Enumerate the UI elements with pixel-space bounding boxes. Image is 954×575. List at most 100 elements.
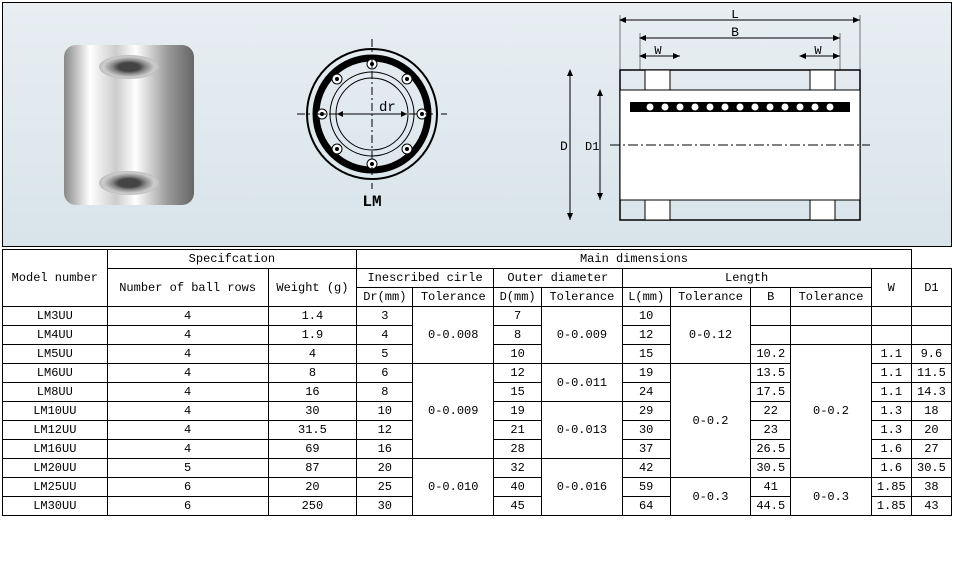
D: 15 (494, 383, 542, 402)
weight: 69 (268, 440, 356, 459)
hdr-B: B (751, 288, 791, 307)
B-tol: 0-0.2 (791, 345, 871, 478)
W: 1.1 (871, 383, 911, 402)
B: 22 (751, 402, 791, 421)
hdr-D1: D1 (911, 269, 951, 307)
ballrows: 6 (107, 478, 268, 497)
weight: 8 (268, 364, 356, 383)
model-LM3UU: LM3UU (3, 307, 108, 326)
model-LM25UU: LM25UU (3, 478, 108, 497)
W (871, 326, 911, 345)
D1: 43 (911, 497, 951, 516)
lm-label: LM (297, 193, 447, 211)
dr: 20 (357, 459, 413, 478)
hdr-tol3: Tolerance (670, 288, 750, 307)
D: 32 (494, 459, 542, 478)
B: 23 (751, 421, 791, 440)
weight: 250 (268, 497, 356, 516)
D1: 11.5 (911, 364, 951, 383)
D: 8 (494, 326, 542, 345)
weight: 1.4 (268, 307, 356, 326)
W: 1.6 (871, 440, 911, 459)
ballrows: 4 (107, 383, 268, 402)
L: 19 (622, 364, 670, 383)
hdr-W: W (871, 269, 911, 307)
bearing-3d-render (64, 45, 194, 205)
model-LM5UU: LM5UU (3, 345, 108, 364)
model-LM4UU: LM4UU (3, 326, 108, 345)
hdr-tol4: Tolerance (791, 288, 871, 307)
model-LM10UU: LM10UU (3, 402, 108, 421)
ballrows: 4 (107, 326, 268, 345)
weight: 16 (268, 383, 356, 402)
model-LM30UU: LM30UU (3, 497, 108, 516)
D1: 38 (911, 478, 951, 497)
dr: 16 (357, 440, 413, 459)
L: 24 (622, 383, 670, 402)
D: 7 (494, 307, 542, 326)
B: 13.5 (751, 364, 791, 383)
W: 1.85 (871, 478, 911, 497)
L: 12 (622, 326, 670, 345)
L: 59 (622, 478, 670, 497)
D: 21 (494, 421, 542, 440)
D1: 27 (911, 440, 951, 459)
L: 10 (622, 307, 670, 326)
model-LM8UU: LM8UU (3, 383, 108, 402)
hdr-L: L(mm) (622, 288, 670, 307)
dr: 5 (357, 345, 413, 364)
dr-tol: 0-0.009 (413, 364, 494, 459)
dr: 4 (357, 326, 413, 345)
B: 10.2 (751, 345, 791, 364)
D1: 30.5 (911, 459, 951, 478)
svg-text:L: L (731, 10, 739, 22)
W: 1.85 (871, 497, 911, 516)
hdr-rows: Number of ball rows (107, 269, 268, 307)
ballrows: 4 (107, 345, 268, 364)
hdr-spec: Specifcation (107, 250, 357, 269)
D-tol: 0-0.016 (542, 459, 622, 516)
hdr-tol2: Tolerance (542, 288, 622, 307)
B (751, 307, 791, 326)
dr: 25 (357, 478, 413, 497)
weight: 87 (268, 459, 356, 478)
hdr-model: Model number (3, 250, 108, 307)
L-tol: 0-0.2 (670, 364, 750, 478)
hdr-D: D(mm) (494, 288, 542, 307)
W: 1.1 (871, 345, 911, 364)
L: 29 (622, 402, 670, 421)
D1: 9.6 (911, 345, 951, 364)
D1: 14.3 (911, 383, 951, 402)
dr: 6 (357, 364, 413, 383)
B-tol: 0-0.3 (791, 478, 871, 516)
D: 40 (494, 478, 542, 497)
hdr-tol1: Tolerance (413, 288, 494, 307)
L-tol: 0-0.3 (670, 478, 750, 516)
D: 10 (494, 345, 542, 364)
hdr-length: Length (622, 269, 871, 288)
L-tol: 0-0.12 (670, 307, 750, 364)
ballrows: 4 (107, 307, 268, 326)
dr: 3 (357, 307, 413, 326)
B: 41 (751, 478, 791, 497)
ballrows: 5 (107, 459, 268, 478)
side-view-diagram: L B W W D D1 (550, 10, 890, 240)
D: 19 (494, 402, 542, 421)
weight: 31.5 (268, 421, 356, 440)
hdr-inscribed: Inescribed cirle (357, 269, 494, 288)
D1: 18 (911, 402, 951, 421)
B: 17.5 (751, 383, 791, 402)
W: 1.1 (871, 364, 911, 383)
D: 28 (494, 440, 542, 459)
B-tol-empty (791, 307, 871, 326)
dr-tol: 0-0.010 (413, 459, 494, 516)
svg-text:B: B (731, 25, 739, 40)
diagram-panel: dr LM L B W W (2, 2, 952, 247)
B: 30.5 (751, 459, 791, 478)
svg-text:W: W (814, 44, 822, 58)
ballrows: 4 (107, 364, 268, 383)
B-tol-empty (791, 326, 871, 345)
model-LM12UU: LM12UU (3, 421, 108, 440)
W (871, 307, 911, 326)
D: 12 (494, 364, 542, 383)
